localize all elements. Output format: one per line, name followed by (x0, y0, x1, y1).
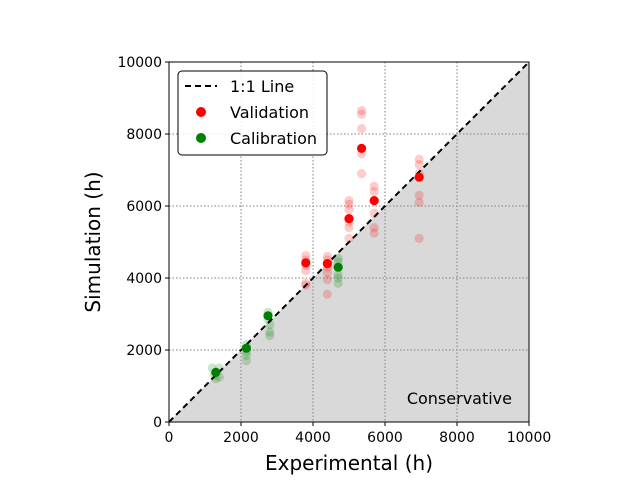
validation-replicate-point (414, 190, 424, 200)
legend-ref-line-label: 1:1 Line (230, 77, 294, 96)
calibration-replicate-point (333, 278, 343, 288)
legend-calibration-label: Calibration (230, 129, 317, 148)
calibration-point (211, 367, 221, 377)
x-tick-label: 4000 (295, 430, 331, 446)
y-tick-label: 2000 (126, 343, 162, 359)
x-tick-label: 0 (165, 430, 174, 446)
conservative-region-label: Conservative (407, 389, 512, 408)
calibration-replicate-point (265, 327, 275, 337)
validation-replicate-point (357, 109, 367, 119)
x-tick-label: 10000 (507, 430, 552, 446)
calibration-replicate-point (241, 350, 251, 360)
validation-replicate-point (344, 233, 354, 243)
legend-calibration-swatch (196, 133, 206, 143)
validation-replicate-point (357, 124, 367, 134)
validation-point (414, 172, 424, 182)
y-tick-label: 8000 (126, 127, 162, 143)
validation-replicate-point (357, 169, 367, 179)
x-tick-label: 8000 (439, 430, 475, 446)
validation-replicate-point (414, 160, 424, 170)
validation-point (322, 259, 332, 269)
legend-validation-swatch (196, 107, 206, 117)
validation-replicate-point (344, 223, 354, 233)
calibration-point (333, 262, 343, 272)
legend: 1:1 Line Validation Calibration (177, 70, 328, 156)
y-tick-label: 10000 (117, 55, 162, 71)
x-axis-label: Experimental (h) (265, 451, 433, 475)
calibration-point (241, 343, 251, 353)
validation-replicate-point (301, 251, 311, 261)
y-tick-label: 6000 (126, 199, 162, 215)
calibration-point (263, 311, 273, 321)
validation-replicate-point (357, 106, 367, 116)
x-tick-label: 6000 (367, 430, 403, 446)
y-axis-label: Simulation (h) (81, 171, 105, 312)
validation-replicate-point (344, 205, 354, 215)
validation-replicate-point (369, 228, 379, 238)
validation-replicate-point (369, 187, 379, 197)
calibration-replicate-point (333, 269, 343, 279)
validation-replicate-point (344, 196, 354, 206)
validation-replicate-point (414, 154, 424, 164)
calibration-replicate-point (265, 331, 275, 341)
validation-replicate-point (322, 275, 332, 285)
validation-point (357, 143, 367, 153)
validation-replicate-point (369, 181, 379, 191)
legend-validation-label: Validation (230, 103, 309, 122)
x-tick-label: 2000 (223, 430, 259, 446)
validation-replicate-point (344, 199, 354, 209)
validation-replicate-point (301, 278, 311, 288)
validation-replicate-point (414, 233, 424, 243)
validation-replicate-point (301, 266, 311, 276)
calibration-replicate-point (241, 356, 251, 366)
y-tick-label: 0 (153, 415, 162, 431)
validation-point (301, 258, 311, 268)
validation-replicate-point (414, 197, 424, 207)
calibration-replicate-point (333, 273, 343, 283)
validation-replicate-point (369, 223, 379, 233)
validation-replicate-point (322, 268, 332, 278)
validation-point (344, 214, 354, 224)
validation-replicate-point (322, 251, 332, 261)
validation-replicate-point (322, 289, 332, 299)
y-tick-label: 4000 (126, 271, 162, 287)
validation-point (369, 196, 379, 206)
plot-frame (168, 61, 530, 423)
one-to-one-line (168, 61, 530, 423)
legend-box (177, 70, 328, 156)
